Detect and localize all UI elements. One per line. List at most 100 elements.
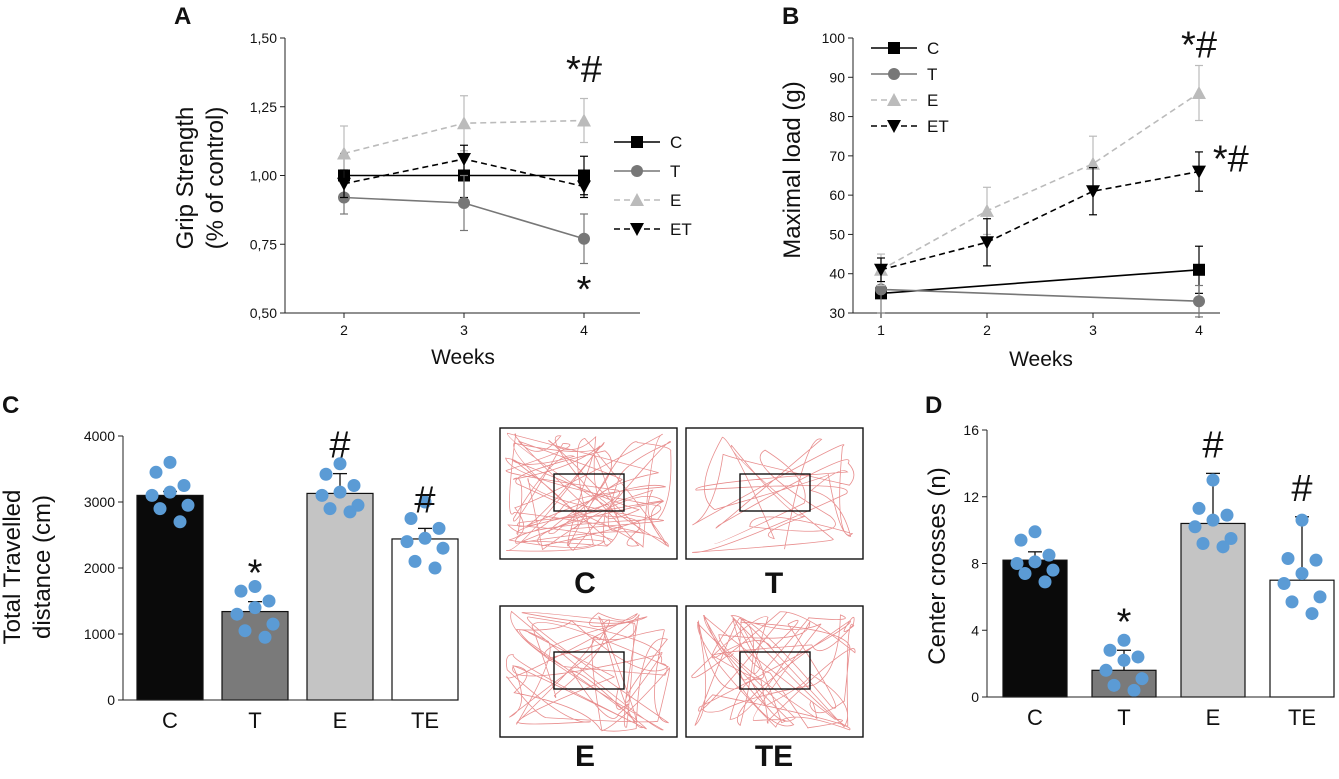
c-data-point (333, 485, 347, 499)
d-data-point (1206, 473, 1220, 487)
b-legend-marker (887, 93, 901, 106)
c-ytick-label: 3000 (84, 494, 115, 510)
d-data-point (1127, 683, 1141, 697)
a-significance-mark: * (577, 269, 592, 311)
d-data-point (1313, 590, 1327, 604)
b-point-C (1193, 263, 1205, 276)
d-category-label: C (1027, 705, 1043, 730)
b-ylabel: Maximal load (g) (779, 81, 806, 258)
c-ylabel-line1: Total Travelled (0, 490, 26, 645)
b-legend-marker (887, 120, 901, 133)
c-significance-mark: # (414, 479, 435, 521)
b-xtick-label: 3 (1089, 322, 1097, 338)
a-ytick-label: 0,75 (250, 236, 277, 252)
a-legend-marker (631, 136, 643, 148)
b-legend-marker (888, 42, 900, 54)
b-point-E (1086, 156, 1100, 170)
a-ytick-label: 1,25 (250, 99, 277, 115)
b-xtick-label: 4 (1195, 322, 1203, 338)
b-ytick-label: 40 (829, 266, 845, 282)
d-data-point (1117, 633, 1131, 647)
d-category-label: E (1206, 705, 1221, 730)
d-data-point (1281, 551, 1295, 565)
c-data-point (153, 502, 167, 516)
arena-border-t (685, 427, 864, 560)
d-data-point (1277, 577, 1291, 591)
d-data-point (1135, 672, 1149, 686)
c-data-point (418, 531, 432, 545)
b-point-E (1192, 86, 1206, 99)
b-legend-label: E (927, 91, 938, 110)
b-legend-label: T (927, 65, 937, 84)
d-data-point (1099, 663, 1113, 677)
a-significance-mark: *# (566, 49, 602, 91)
c-data-point (262, 594, 276, 608)
d-significance-mark: # (1202, 424, 1223, 466)
c-category-label: E (333, 708, 348, 733)
b-xlabel: Weeks (1009, 348, 1073, 371)
d-data-point (1107, 678, 1121, 692)
d-ytick-label: 8 (971, 556, 979, 572)
b-xtick-label: 1 (877, 322, 885, 338)
b-point-E (980, 203, 994, 217)
c-data-point (163, 455, 177, 469)
c-ytick-label: 4000 (84, 428, 115, 444)
track-path-e (505, 610, 670, 732)
c-significance-mark: * (248, 553, 263, 595)
c-data-point (400, 535, 414, 549)
center-zone-c (553, 473, 625, 512)
a-xlabel: Weeks (431, 346, 495, 369)
d-ytick-label: 16 (963, 422, 979, 438)
c-data-point (319, 467, 333, 481)
panel-letter-c: C (2, 392, 19, 419)
d-bar-E (1180, 522, 1246, 698)
a-legend-label: ET (670, 220, 692, 239)
d-data-point (1046, 563, 1060, 577)
track-path-t (692, 436, 855, 553)
d-ylabel: Center crosses (n) (924, 467, 951, 664)
b-point-ET (874, 263, 888, 277)
c-data-point (145, 488, 159, 502)
b-legend-label: ET (927, 117, 949, 136)
a-ylabel-line1: Grip Strength (172, 107, 199, 250)
d-data-point (1014, 533, 1028, 547)
d-data-point (1309, 553, 1323, 567)
c-data-point (428, 561, 442, 575)
b-point-ET (1086, 185, 1100, 199)
d-data-point (1117, 653, 1131, 667)
panel-letter-d: D (925, 392, 942, 419)
a-ylabel-line2: (% of control) (202, 107, 229, 250)
d-data-point (1018, 567, 1032, 581)
d-data-point (1103, 643, 1117, 657)
c-bar-E (306, 492, 374, 701)
c-category-label: T (248, 708, 261, 733)
b-point-ET (1192, 165, 1206, 179)
d-data-point (1028, 525, 1042, 539)
a-xtick-label: 2 (340, 322, 348, 338)
arena-border-te (685, 605, 864, 738)
d-ytick-label: 4 (971, 622, 979, 638)
c-data-point (323, 502, 337, 516)
c-data-point (418, 495, 432, 509)
center-zone-e (553, 651, 625, 690)
c-data-point (404, 512, 418, 525)
c-data-point (248, 601, 262, 615)
b-ytick-label: 90 (829, 69, 845, 85)
d-category-label: TE (1288, 705, 1316, 730)
d-data-point (1220, 508, 1234, 522)
c-data-point (333, 457, 347, 471)
b-ytick-label: 80 (829, 109, 845, 125)
c-data-point (258, 630, 272, 644)
a-ytick-label: 1,00 (250, 168, 277, 184)
c-data-point (149, 465, 163, 479)
maximal-load-chart: Maximal load (g) Weeks 30 40 50 60 70 80 90 100… (779, 25, 1249, 371)
d-data-point (1224, 531, 1238, 545)
c-bar-C (136, 494, 204, 701)
track-label-t: T (765, 567, 783, 600)
a-xtick-label: 4 (580, 322, 588, 338)
a-point-T (578, 232, 590, 245)
c-data-point (436, 541, 450, 555)
a-point-E (457, 116, 471, 130)
d-data-point (1305, 607, 1319, 621)
d-data-point (1038, 575, 1052, 589)
